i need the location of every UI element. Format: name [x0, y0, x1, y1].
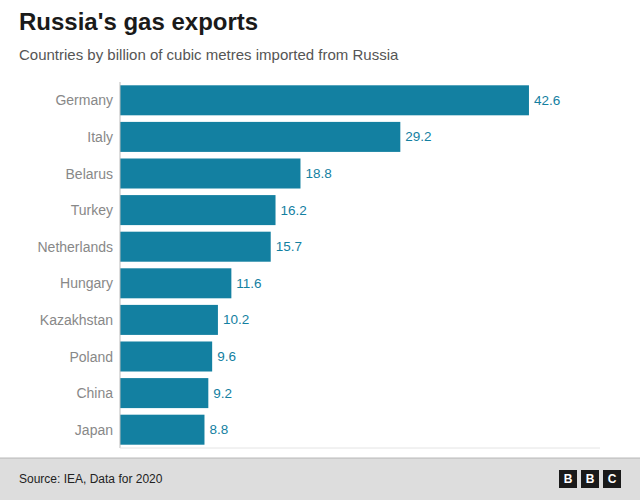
- data-label: 11.6: [236, 276, 261, 291]
- bar: [120, 195, 276, 225]
- data-label: 9.6: [217, 349, 236, 364]
- bar: [120, 341, 212, 371]
- bar: [120, 268, 231, 298]
- category-label: Poland: [69, 349, 113, 365]
- logo-box: [581, 470, 599, 488]
- data-label: 16.2: [281, 203, 307, 218]
- category-label: China: [76, 385, 113, 401]
- logo-text: BBC: [564, 472, 617, 486]
- bar: [120, 158, 300, 188]
- source: Source: IEA, Data for 2020: [19, 472, 163, 486]
- bars: [120, 85, 529, 444]
- footer-separator: [0, 458, 640, 459]
- data-label: 18.8: [305, 166, 331, 181]
- data-label: 29.2: [405, 129, 431, 144]
- bar: [120, 378, 208, 408]
- logo-box: [603, 470, 621, 488]
- subtitle: Countries by billion of cubic metres imp…: [19, 46, 399, 63]
- footer-background: [0, 458, 640, 500]
- y-axis-line: [120, 82, 121, 448]
- chart: Russia's gas exports Countries by billion…: [0, 0, 640, 500]
- chart-container: Russia's gas exports Countries by billion…: [0, 0, 640, 500]
- category-label: Germany: [55, 92, 113, 108]
- category-label: Japan: [75, 422, 113, 438]
- category-label: Kazakhstan: [40, 312, 113, 328]
- data-label: 15.7: [276, 239, 302, 254]
- bar: [120, 122, 400, 152]
- data-label: 42.6: [534, 93, 560, 108]
- category-label: Belarus: [66, 166, 113, 182]
- data-label: 9.2: [213, 386, 232, 401]
- bar: [120, 305, 218, 335]
- bar: [120, 85, 529, 115]
- x-axis-line: [120, 448, 600, 449]
- category-label: Turkey: [71, 202, 113, 218]
- bar: [120, 232, 271, 262]
- logo-box: [559, 470, 577, 488]
- data-label: 10.2: [223, 312, 249, 327]
- category-label: Italy: [87, 129, 113, 145]
- bar: [120, 415, 204, 445]
- background: [0, 0, 640, 500]
- category-label: Hungary: [60, 275, 113, 291]
- title: Russia's gas exports: [19, 8, 258, 35]
- data-label: 8.8: [209, 422, 228, 437]
- logo: BBC: [559, 470, 621, 488]
- category-label: Netherlands: [38, 239, 114, 255]
